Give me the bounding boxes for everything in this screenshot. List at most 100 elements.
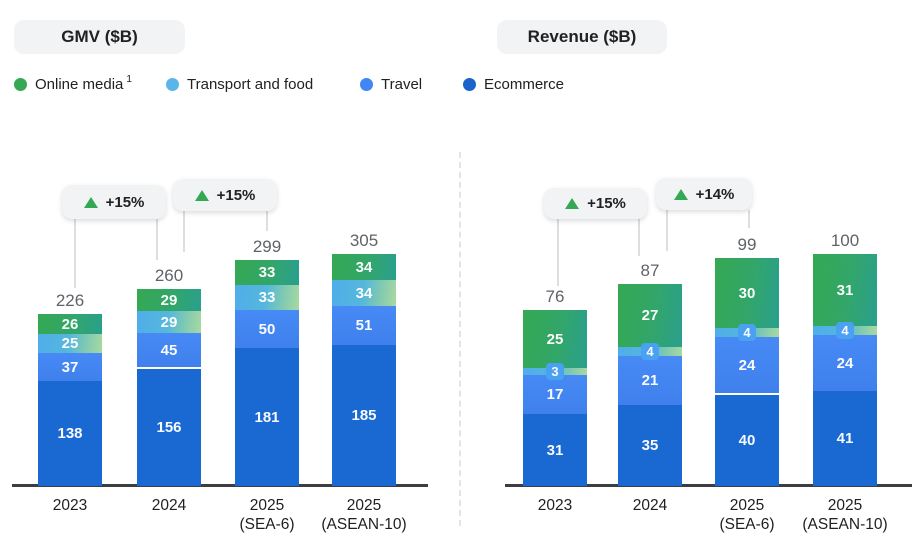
segment-value-label: 29	[160, 313, 178, 331]
segment-transport-and-food: 29	[137, 311, 201, 333]
up-triangle-icon	[83, 196, 98, 208]
x-axis-gmv	[12, 484, 428, 487]
segment-transport-and-food: 3	[523, 363, 587, 380]
segment-ecommerce: 40	[715, 393, 779, 486]
bar-gmv-b-2024: 29 29 45 156	[137, 289, 201, 486]
segment-online-media: 31	[813, 254, 877, 326]
segment-value-label: 24	[738, 356, 756, 374]
x-axis-label-line: (ASEAN-10)	[321, 516, 407, 533]
segment-ecommerce: 41	[813, 391, 877, 486]
x-axis-label-line: 2024	[151, 497, 187, 514]
legend-item-transport-and-food: Transport and food	[166, 76, 313, 93]
badge-connector-line	[74, 219, 76, 288]
legend-dot-transport-and-food-icon	[166, 78, 179, 91]
x-axis-label-line: (ASEAN-10)	[802, 516, 888, 533]
segment-value-label: 3	[546, 363, 564, 380]
segment-value-label: 4	[738, 324, 756, 341]
segment-value-label: 185	[351, 407, 377, 424]
segment-value-label: 40	[738, 432, 756, 449]
bar-revenue-b-2025-sea-6: 30 4 24 40	[715, 258, 779, 486]
segment-value-label: 35	[641, 437, 659, 454]
segment-value-label: 21	[641, 372, 659, 389]
bar-gmv-b-2025-sea-6: 33 33 50 181	[235, 260, 299, 486]
segment-online-media: 27	[618, 284, 682, 347]
x-axis-label: 2025 (ASEAN-10)	[309, 496, 419, 534]
segment-value-label: 29	[160, 291, 178, 309]
x-axis-label-line: 2025	[346, 497, 382, 514]
segment-ecommerce: 181	[235, 348, 299, 486]
badge-connector-line	[266, 211, 268, 231]
segment-ecommerce: 35	[618, 405, 682, 486]
segment-value-label: 25	[546, 330, 564, 348]
x-axis-revenue	[505, 484, 912, 487]
segment-value-label: 156	[156, 419, 182, 436]
badge-connector-line	[156, 219, 158, 260]
segment-travel: 17	[523, 375, 587, 414]
x-axis-label-line: 2023	[537, 497, 573, 514]
bar-gmv-b-2025-asean-10: 34 34 51 185	[332, 254, 396, 486]
legend-dot-travel-icon	[360, 78, 373, 91]
segment-travel: 50	[235, 310, 299, 348]
segment-value-label: 181	[254, 408, 280, 426]
segment-online-media: 26	[38, 314, 102, 334]
x-axis-label: 2024	[595, 496, 705, 515]
segment-online-media: 25	[523, 310, 587, 368]
badge-connector-line	[557, 219, 559, 286]
x-axis-label: 2023	[15, 496, 125, 515]
legend-dot-ecommerce-icon	[463, 78, 476, 91]
segment-value-label: 33	[258, 264, 276, 281]
growth-badge-label: +15%	[105, 193, 145, 211]
segment-value-label: 37	[61, 358, 79, 376]
segment-value-label: 138	[57, 425, 83, 442]
segment-value-label: 41	[836, 430, 854, 447]
segment-travel: 21	[618, 356, 682, 405]
growth-badge-label: +15%	[587, 195, 626, 212]
bar-total-label: 99	[737, 235, 757, 254]
x-axis-label-line: 2024	[632, 497, 668, 514]
bar-gmv-b-2023: 26 25 37 138	[38, 314, 102, 486]
segment-transport-and-food: 34	[332, 280, 396, 306]
segment-travel: 45	[137, 333, 201, 367]
x-axis-label: 2024	[114, 496, 224, 515]
up-triangle-icon	[673, 188, 688, 200]
x-axis-label-line: 2025	[827, 497, 863, 514]
bar-revenue-b-2023: 25 3 17 31	[523, 310, 587, 486]
legend-item-travel: Travel	[360, 76, 422, 93]
segment-value-label: 25	[61, 335, 79, 352]
charts-divider-line	[459, 152, 461, 526]
segment-travel: 24	[813, 335, 877, 391]
x-axis-label: 2025 (SEA-6)	[692, 496, 802, 534]
badge-connector-line	[748, 210, 750, 228]
segment-online-media: 29	[137, 289, 201, 311]
x-axis-label-line: (SEA-6)	[719, 516, 775, 533]
bar-total-label: 305	[349, 231, 379, 250]
up-triangle-icon	[565, 198, 580, 209]
growth-badge: +15%	[173, 179, 277, 211]
segment-value-label: 51	[355, 317, 373, 334]
segment-value-label: 50	[258, 320, 276, 338]
segment-ecommerce: 185	[332, 345, 396, 486]
segment-value-label: 4	[641, 343, 659, 360]
segment-value-label: 30	[738, 284, 756, 302]
segment-ecommerce: 31	[523, 414, 587, 486]
bar-total-label: 76	[545, 287, 565, 306]
legend-label: Transport and food	[187, 76, 314, 93]
x-axis-label-line: 2025	[249, 497, 285, 514]
segment-value-label: 27	[641, 307, 659, 324]
bar-total-label: 226	[55, 291, 85, 310]
segment-travel: 51	[332, 306, 396, 345]
segment-ecommerce: 138	[38, 381, 102, 486]
bar-total-label: 260	[154, 266, 184, 285]
legend-item-ecommerce: Ecommerce	[463, 76, 564, 93]
legend-item-online-media: Online media 1	[14, 74, 132, 93]
growth-badge: +15%	[544, 188, 647, 219]
segment-online-media: 30	[715, 258, 779, 328]
segment-transport-and-food: 33	[235, 285, 299, 310]
segment-travel: 24	[715, 337, 779, 393]
segment-value-label: 26	[61, 315, 79, 333]
segment-transport-and-food: 4	[618, 343, 682, 360]
segment-value-label: 31	[546, 441, 564, 459]
legend-label: Travel	[381, 76, 423, 93]
badge-connector-line	[183, 211, 185, 252]
